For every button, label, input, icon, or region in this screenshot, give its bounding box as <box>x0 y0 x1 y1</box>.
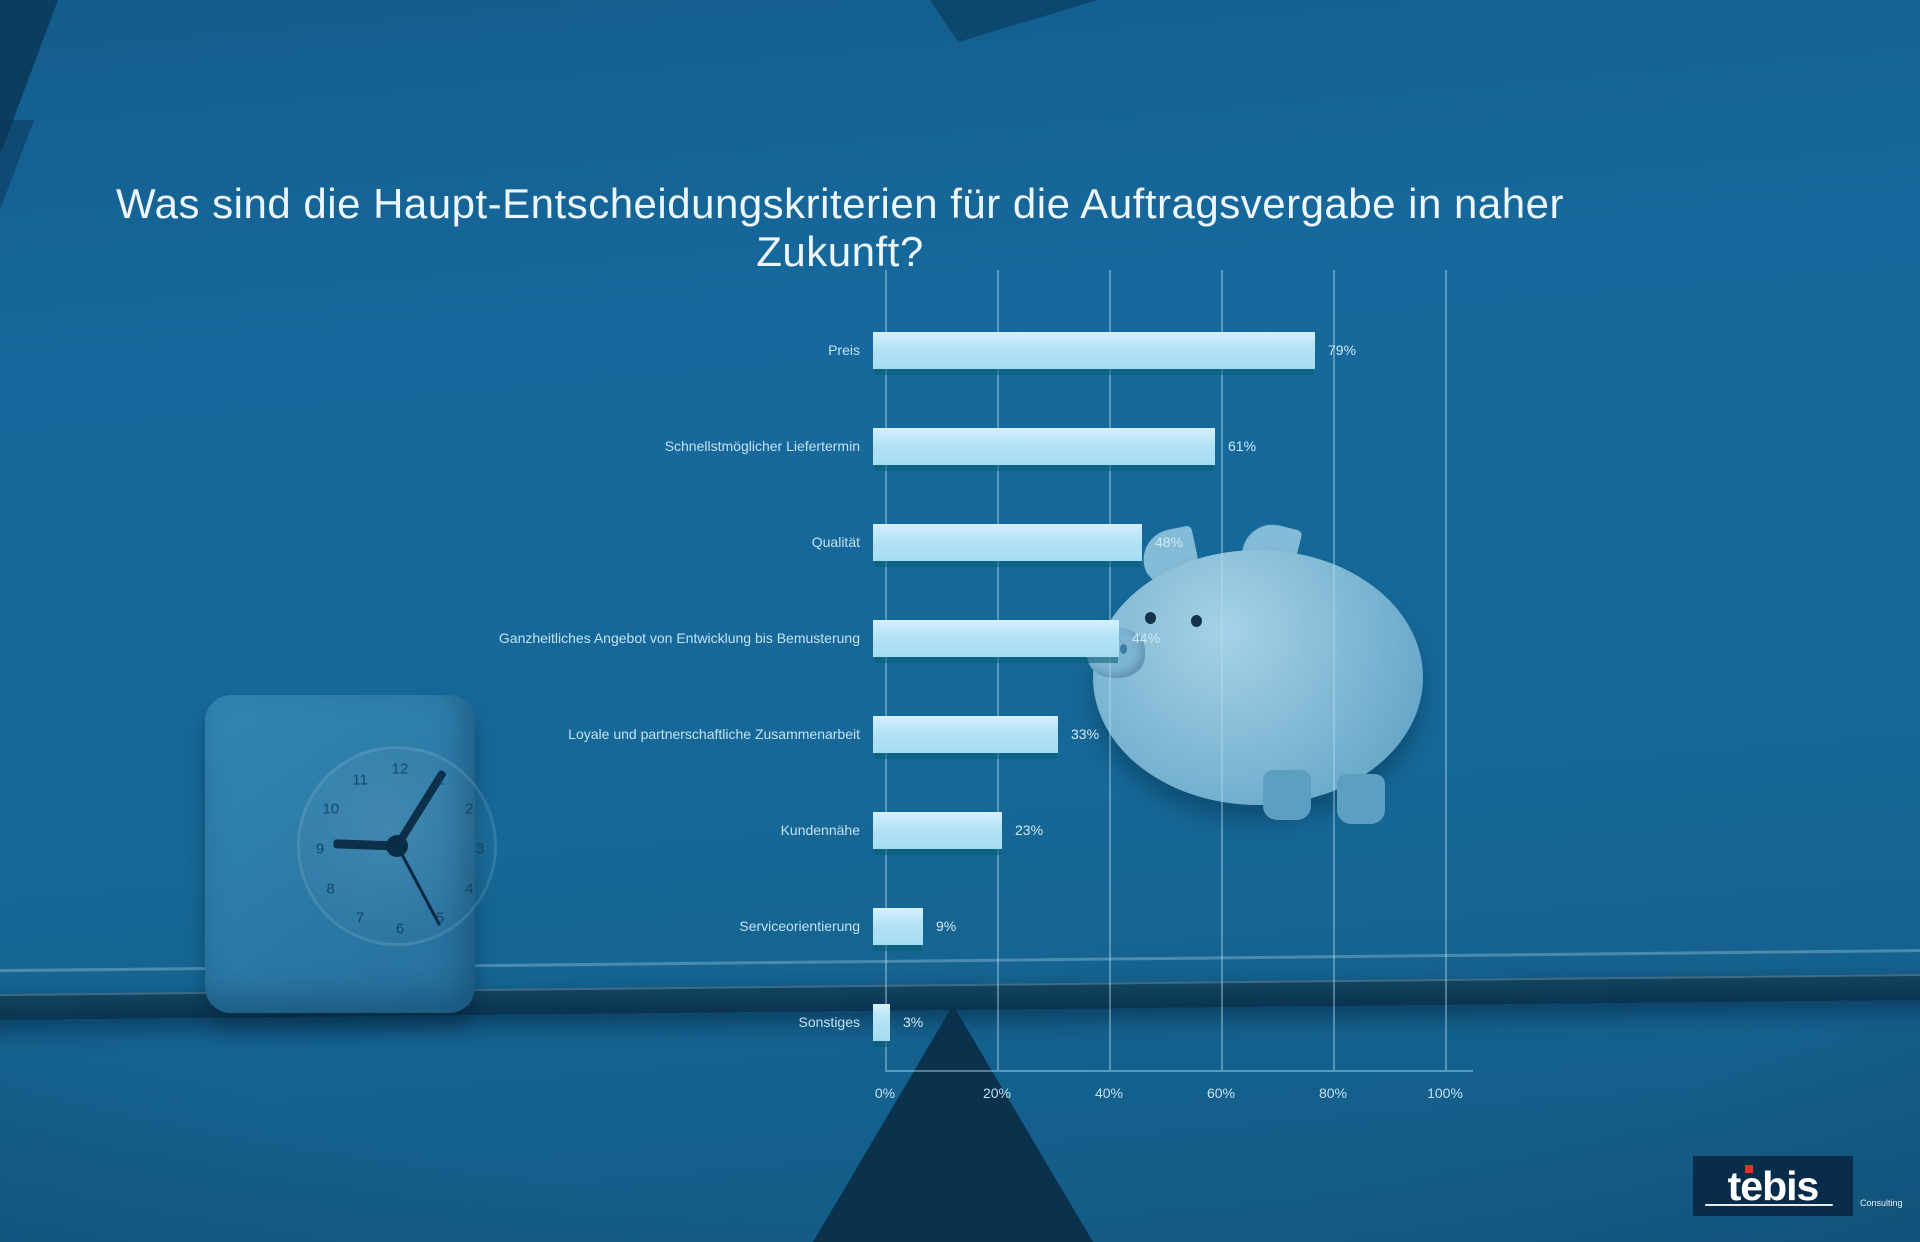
chart-row: Serviceorientierung 9% <box>413 878 1593 974</box>
x-tick-label: 0% <box>874 1085 896 1101</box>
piggy-bank-photo <box>1085 518 1430 824</box>
tebis-logo-subtitle: Consulting <box>1860 1198 1903 1208</box>
chart-rows: Preis 79% Schnellstmöglicher Liefertermin 6… <box>413 302 1593 1070</box>
chart-row: Ganzheitliches Angebot von Entwicklung b… <box>413 590 1593 686</box>
dark-top-wedge <box>930 0 1098 42</box>
piggy-leg <box>1263 770 1311 820</box>
x-axis-tick-labels: 0% 20% 40% 60% 80% 100% <box>875 1085 1463 1109</box>
x-tick-label: 100% <box>1427 1085 1463 1101</box>
x-tick-label: 80% <box>1318 1085 1348 1101</box>
tebis-logo-text: tebis <box>1727 1162 1820 1209</box>
clock-numeral: 4 <box>465 880 474 898</box>
dark-corner-wedge <box>0 120 34 210</box>
value-label: 33% <box>1071 726 1100 742</box>
piggy-nostril <box>1120 644 1127 654</box>
bar <box>873 619 1119 657</box>
value-label: 44% <box>1132 630 1161 646</box>
piggy-leg <box>1337 774 1385 824</box>
piggy-body <box>1093 550 1423 805</box>
clock-center-cap <box>386 835 408 857</box>
gridline <box>1445 270 1447 1070</box>
category-label: Ganzheitliches Angebot von Entwicklung b… <box>498 629 860 646</box>
value-label: 48% <box>1155 534 1184 550</box>
tebis-logo-underline <box>1705 1204 1833 1206</box>
clock-numeral: 9 <box>315 840 325 858</box>
chart-row: Qualität 48% <box>413 494 1593 590</box>
chart-row: Kundennähe 23% <box>413 782 1593 878</box>
clock-numeral: 8 <box>326 880 335 898</box>
clock-numeral: 2 <box>465 800 474 818</box>
chart-gridlines <box>885 270 1447 1070</box>
gridline <box>997 270 999 1070</box>
clock-numeral: 11 <box>352 771 368 789</box>
clock-numeral: 1 <box>435 771 445 789</box>
chart-row: Schnellstmöglicher Liefertermin 61% <box>413 398 1593 494</box>
x-tick-label: 40% <box>1094 1085 1124 1101</box>
value-label: 79% <box>1328 342 1357 358</box>
bar <box>873 523 1142 561</box>
category-label: Kundennähe <box>780 821 860 838</box>
chart-row: Loyale und partnerschaftliche Zusammenar… <box>413 686 1593 782</box>
piggy-eye <box>1191 615 1202 627</box>
category-label: Loyale und partnerschaftliche Zusammenar… <box>568 725 860 742</box>
x-axis-line <box>885 1070 1473 1072</box>
value-label: 3% <box>903 1014 924 1030</box>
bar-chart: Preis 79% Schnellstmöglicher Liefertermin 6… <box>413 270 1593 1101</box>
value-label: 9% <box>936 918 957 934</box>
gridline <box>1109 270 1111 1070</box>
clock-numeral: 6 <box>395 920 405 938</box>
clock-numeral: 5 <box>435 909 445 927</box>
bar <box>873 907 923 945</box>
gridline <box>1221 270 1223 1070</box>
category-label: Qualität <box>811 533 860 550</box>
gridline <box>1333 270 1335 1070</box>
seesaw-fulcrum <box>813 1005 1093 1242</box>
clock-numeral: 12 <box>391 760 409 778</box>
clock-face: 12 1 2 3 4 5 6 7 8 9 10 11 <box>297 746 497 946</box>
chart-row: Preis 79% <box>413 302 1593 398</box>
page-title: Was sind die Haupt-Entscheidungskriterie… <box>116 180 1564 275</box>
bar <box>873 331 1315 369</box>
category-label: Schnellstmöglicher Liefertermin <box>664 437 860 454</box>
clock-numeral: 7 <box>355 909 365 927</box>
clock-numeral: 3 <box>475 840 485 858</box>
value-label: 23% <box>1015 822 1044 838</box>
category-label: Preis <box>828 341 860 358</box>
gridline <box>885 270 887 1070</box>
clock-numeral: 10 <box>322 800 340 818</box>
piggy-eye <box>1145 612 1156 624</box>
category-label: Sonstiges <box>798 1013 860 1030</box>
bar <box>873 427 1215 465</box>
x-tick-label: 60% <box>1206 1085 1236 1101</box>
chart-row: Sonstiges 3% <box>413 974 1593 1070</box>
bar <box>873 1003 890 1041</box>
value-label: 61% <box>1228 438 1257 454</box>
bar <box>873 811 1002 849</box>
tebis-logo-red-mark <box>1745 1165 1753 1173</box>
bar <box>873 715 1058 753</box>
category-label: Serviceorientierung <box>739 917 860 934</box>
alarm-clock-photo: 12 1 2 3 4 5 6 7 8 9 10 11 <box>205 695 497 1013</box>
tebis-logo: tebis <box>1693 1156 1853 1216</box>
x-tick-label: 20% <box>982 1085 1012 1101</box>
